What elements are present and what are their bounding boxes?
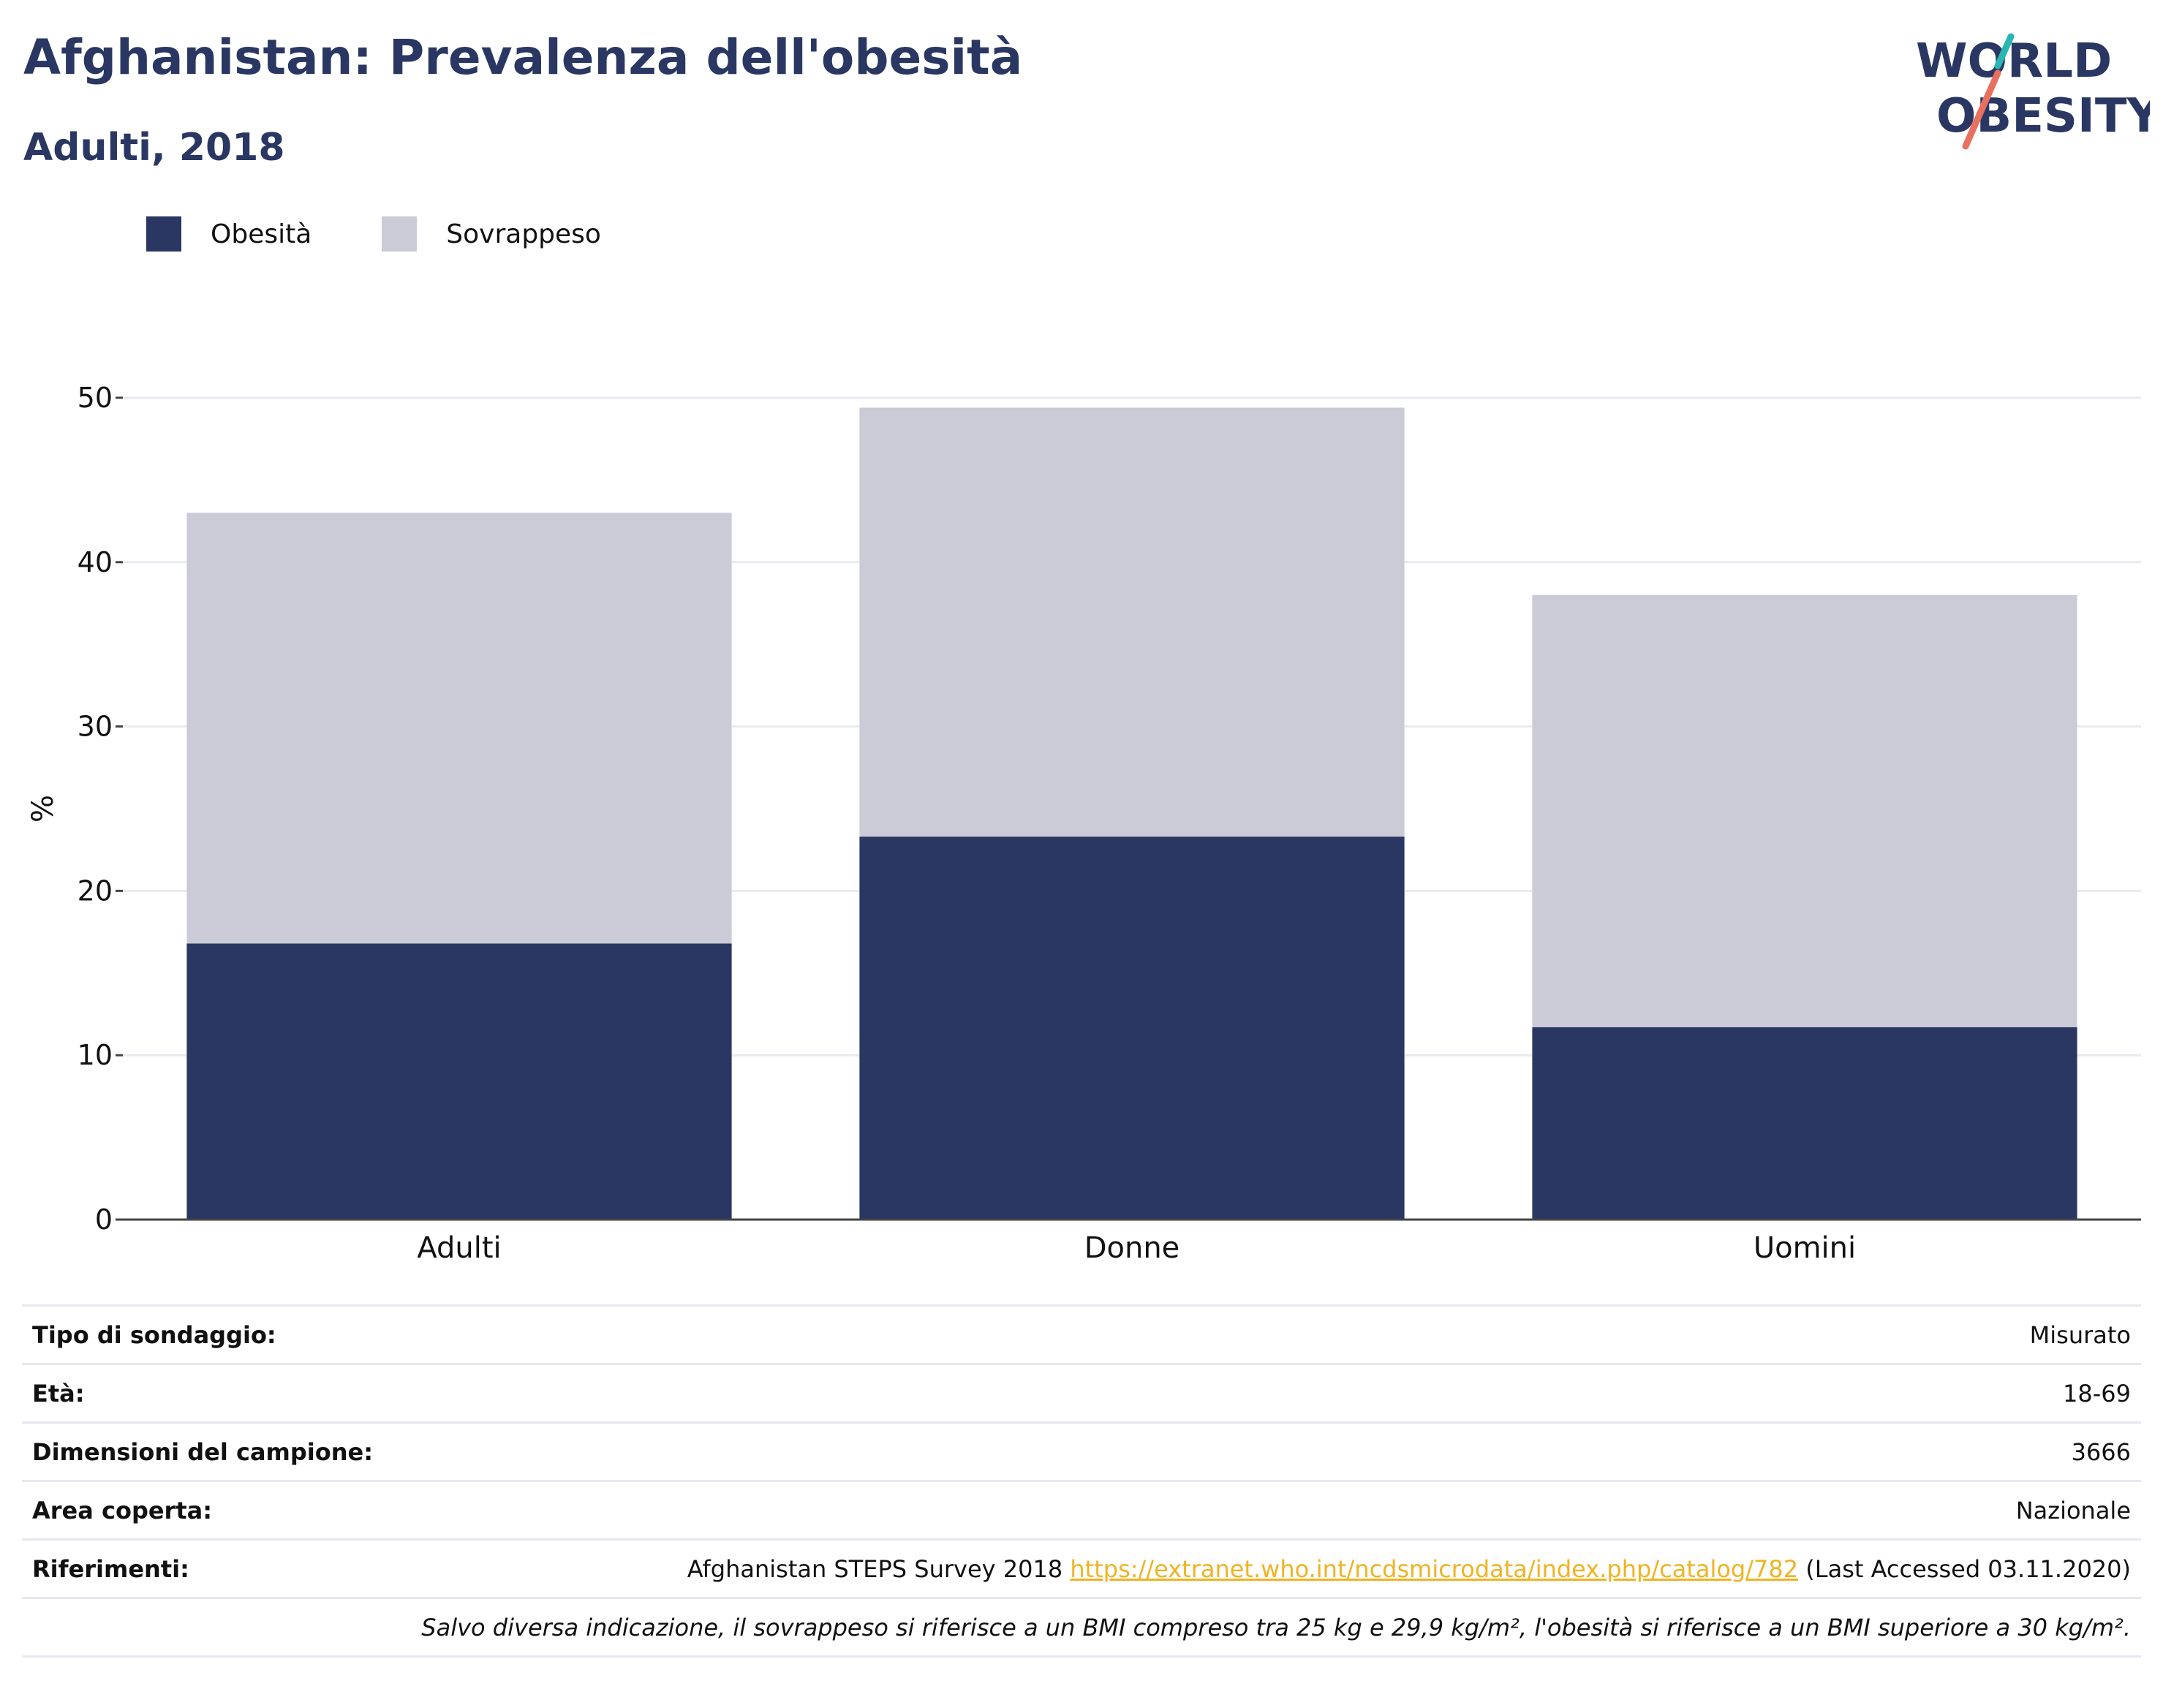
bar-overweight-uomini bbox=[1532, 594, 2077, 1027]
info-row-references: Riferimenti: Afghanistan STEPS Survey 20… bbox=[22, 1538, 2141, 1599]
info-value: 18-69 bbox=[441, 1363, 2141, 1424]
info-row-sample-size: Dimensioni del campione: 3666 bbox=[22, 1421, 2141, 1482]
logo-slash-coral bbox=[1962, 69, 2001, 150]
info-key: Dimensioni del campione: bbox=[22, 1421, 442, 1482]
info-key: Tipo di sondaggio: bbox=[22, 1304, 442, 1365]
info-value: Nazionale bbox=[441, 1480, 2141, 1541]
y-tick-label: 30 bbox=[78, 711, 113, 743]
stacked-bar-chart: 0 10 20 30 40 50% Adulti Donne Uomini bbox=[26, 382, 2141, 1265]
info-key: Età: bbox=[22, 1363, 442, 1424]
y-tick-label: 0 bbox=[95, 1203, 113, 1236]
page-title: Afghanistan: Prevalenza dell'obesità bbox=[23, 29, 1023, 86]
legend-item-obesity[interactable]: Obesità bbox=[146, 216, 312, 252]
info-value: Misurato bbox=[441, 1304, 2141, 1365]
y-tick-label: 50 bbox=[78, 382, 113, 414]
legend-label-obesity: Obesità bbox=[211, 219, 312, 249]
y-tick-label: 40 bbox=[78, 546, 113, 578]
x-tick-label: Donne bbox=[1084, 1231, 1180, 1265]
bar-obesity-adulti bbox=[186, 943, 732, 1220]
reference-link[interactable]: https://extranet.who.int/ncdsmicrodata/i… bbox=[1070, 1554, 1799, 1583]
reference-accessed: (Last Accessed 03.11.2020) bbox=[1805, 1554, 2131, 1583]
info-row-area: Area coperta: Nazionale bbox=[22, 1480, 2141, 1541]
page-subtitle: Adulti, 2018 bbox=[23, 126, 285, 170]
bmi-note: Salvo diversa indicazione, il sovrappeso… bbox=[22, 1597, 2141, 1658]
bar-overweight-donne bbox=[859, 407, 1405, 837]
survey-info-table: Tipo di sondaggio: Misurato Età: 18-69 D… bbox=[22, 1304, 2141, 1658]
info-value: 3666 bbox=[441, 1421, 2141, 1482]
logo-word-world: WORLD bbox=[1916, 34, 2112, 88]
bar-obesity-donne bbox=[859, 836, 1405, 1220]
x-tick-label: Uomini bbox=[1754, 1231, 1856, 1265]
bar-overweight-adulti bbox=[186, 513, 732, 944]
y-tick-label: 10 bbox=[78, 1039, 113, 1071]
world-obesity-logo: WORLD OBESITY bbox=[1916, 33, 2150, 150]
reference-text: Afghanistan STEPS Survey 2018 bbox=[687, 1554, 1063, 1583]
legend-swatch-overweight bbox=[382, 216, 418, 252]
info-key: Area coperta: bbox=[22, 1480, 442, 1541]
info-value-references: Afghanistan STEPS Survey 2018 https://ex… bbox=[441, 1538, 2141, 1599]
legend-label-overweight: Sovrappeso bbox=[446, 219, 601, 249]
legend-item-overweight[interactable]: Sovrappeso bbox=[382, 216, 601, 252]
bar-obesity-uomini bbox=[1532, 1027, 2077, 1220]
info-row-survey-type: Tipo di sondaggio: Misurato bbox=[22, 1304, 2141, 1365]
info-key: Riferimenti: bbox=[22, 1538, 442, 1599]
info-row-age: Età: 18-69 bbox=[22, 1363, 2141, 1424]
logo-slash-teal bbox=[1994, 33, 2015, 69]
info-row-note: Salvo diversa indicazione, il sovrappeso… bbox=[22, 1597, 2141, 1658]
chart-legend: Obesità Sovrappeso bbox=[146, 216, 671, 252]
y-axis-label: % bbox=[26, 795, 60, 823]
legend-swatch-obesity bbox=[146, 216, 181, 252]
x-tick-label: Adulti bbox=[417, 1231, 501, 1265]
y-tick-label: 20 bbox=[78, 874, 113, 907]
